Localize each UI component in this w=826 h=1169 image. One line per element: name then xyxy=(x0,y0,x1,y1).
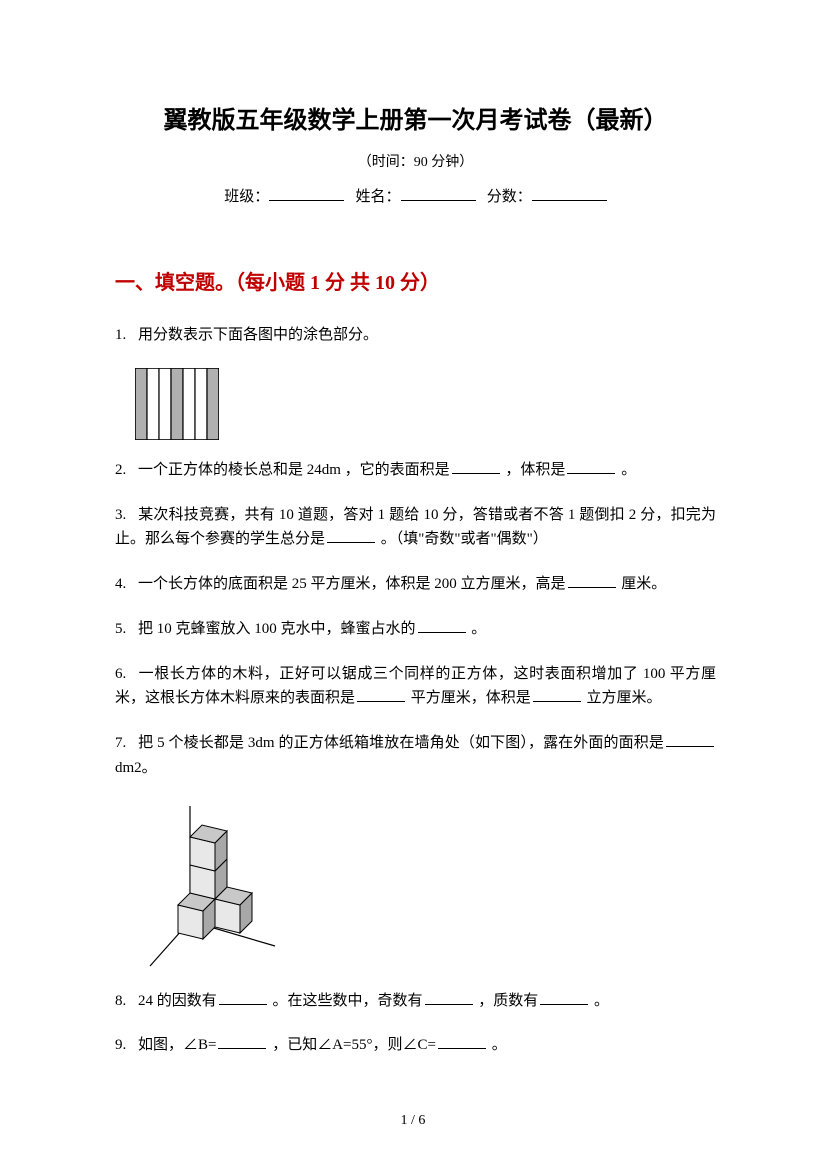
q-text-c: 。 xyxy=(621,462,636,478)
q-num: 5. xyxy=(115,621,126,637)
answer-blank[interactable] xyxy=(666,746,714,747)
figure-1-shaded-rectangle xyxy=(135,368,716,440)
class-blank[interactable] xyxy=(269,200,344,201)
question-5: 5. 把 10 克蜂蜜放入 100 克水中，蜂蜜占水的 。 xyxy=(115,617,716,642)
q-text-b: dm2。 xyxy=(115,760,157,776)
section-1-heading: 一、填空题。（每小题 1 分 共 10 分） xyxy=(115,266,716,295)
q-num: 9. xyxy=(115,1037,126,1053)
answer-blank[interactable] xyxy=(533,701,581,702)
answer-blank[interactable] xyxy=(357,701,405,702)
question-3: 3. 某次科技竞赛，共有 10 道题，答对 1 题给 10 分，答错或者不答 1… xyxy=(115,503,716,553)
q-num: 1. xyxy=(115,327,126,343)
q-text-a: 把 10 克蜂蜜放入 100 克水中，蜂蜜占水的 xyxy=(138,621,416,637)
question-2: 2. 一个正方体的棱长总和是 24dm ，它的表面积是 ，体积是 。 xyxy=(115,458,716,483)
question-6: 6. 一根长方体的木料，正好可以锯成三个同样的正方体，这时表面积增加了 100 … xyxy=(115,662,716,712)
q-text-b: 。 xyxy=(471,621,486,637)
answer-blank[interactable] xyxy=(567,473,615,474)
question-4: 4. 一个长方体的底面积是 25 平方厘米，体积是 200 立方厘米，高是 厘米… xyxy=(115,572,716,597)
q-text-b: 平方厘米，体积是 xyxy=(411,690,531,706)
score-label: 分数： xyxy=(487,189,532,205)
name-label: 姓名： xyxy=(355,189,400,205)
q-text-a: 一个正方体的棱长总和是 24dm ，它的表面积是 xyxy=(138,462,450,478)
q-text-b: 。在这些数中，奇数有 xyxy=(273,993,423,1009)
q-num: 7. xyxy=(115,735,126,751)
q-text: 用分数表示下面各图中的涂色部分。 xyxy=(138,327,378,343)
figure-2-cubes-corner xyxy=(135,801,716,971)
answer-blank[interactable] xyxy=(219,1004,267,1005)
name-blank[interactable] xyxy=(401,200,476,201)
q-text-a: 一个长方体的底面积是 25 平方厘米，体积是 200 立方厘米，高是 xyxy=(138,576,566,592)
q-text-c: 。 xyxy=(492,1037,507,1053)
question-1: 1. 用分数表示下面各图中的涂色部分。 xyxy=(115,323,716,348)
q-text-a: 如图，∠B= xyxy=(138,1037,216,1053)
q-text-b: ，已知∠A=55°，则∠C= xyxy=(272,1037,436,1053)
answer-blank[interactable] xyxy=(438,1048,486,1049)
q-text-b: ，体积是 xyxy=(505,462,565,478)
q-text-b: 。（填"奇数"或者"偶数"） xyxy=(381,531,548,547)
q-text-d: 。 xyxy=(594,993,609,1009)
question-8: 8. 24 的因数有 。在这些数中，奇数有 ，质数有 。 xyxy=(115,989,716,1014)
q-num: 8. xyxy=(115,993,126,1009)
answer-blank[interactable] xyxy=(418,632,466,633)
answer-blank[interactable] xyxy=(218,1048,266,1049)
answer-blank[interactable] xyxy=(540,1004,588,1005)
q-text-c: 立方厘米。 xyxy=(587,690,662,706)
page-footer: 1 / 6 xyxy=(0,1113,826,1129)
answer-blank[interactable] xyxy=(452,473,500,474)
q-num: 3. xyxy=(115,507,126,523)
answer-blank[interactable] xyxy=(327,542,375,543)
q-text-b: 厘米。 xyxy=(621,576,666,592)
q-num: 4. xyxy=(115,576,126,592)
answer-blank[interactable] xyxy=(568,587,616,588)
q-text-a: 把 5 个棱长都是 3dm 的正方体纸箱堆放在墙角处（如下图），露在外面的面积是 xyxy=(138,735,664,751)
score-blank[interactable] xyxy=(532,200,607,201)
q-text-c: ，质数有 xyxy=(478,993,538,1009)
answer-blank[interactable] xyxy=(425,1004,473,1005)
question-9: 9. 如图，∠B= ，已知∠A=55°，则∠C= 。 xyxy=(115,1033,716,1058)
time-info: （时间：90 分钟） xyxy=(115,151,716,171)
q-text-a: 24 的因数有 xyxy=(138,993,217,1009)
question-7: 7. 把 5 个棱长都是 3dm 的正方体纸箱堆放在墙角处（如下图），露在外面的… xyxy=(115,731,716,781)
student-info-row: 班级： 姓名： 分数： xyxy=(115,185,716,206)
q-num: 6. xyxy=(115,666,126,682)
q-num: 2. xyxy=(115,462,126,478)
page-title: 翼教版五年级数学上册第一次月考试卷（最新） xyxy=(115,100,716,135)
class-label: 班级： xyxy=(224,189,269,205)
